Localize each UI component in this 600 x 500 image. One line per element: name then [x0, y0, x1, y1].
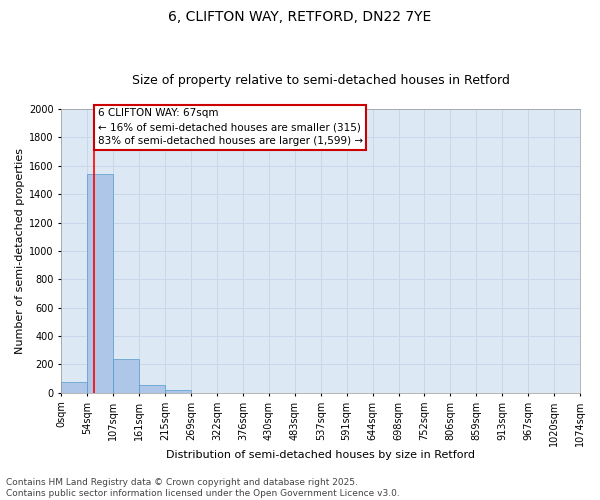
Text: Contains HM Land Registry data © Crown copyright and database right 2025.
Contai: Contains HM Land Registry data © Crown c… — [6, 478, 400, 498]
Bar — [113, 359, 139, 393]
Bar — [139, 385, 165, 393]
Text: 6, CLIFTON WAY, RETFORD, DN22 7YE: 6, CLIFTON WAY, RETFORD, DN22 7YE — [169, 10, 431, 24]
Bar — [61, 382, 88, 393]
Text: 6 CLIFTON WAY: 67sqm
← 16% of semi-detached houses are smaller (315)
83% of semi: 6 CLIFTON WAY: 67sqm ← 16% of semi-detac… — [98, 108, 362, 146]
X-axis label: Distribution of semi-detached houses by size in Retford: Distribution of semi-detached houses by … — [166, 450, 475, 460]
Bar — [165, 390, 191, 393]
Title: Size of property relative to semi-detached houses in Retford: Size of property relative to semi-detach… — [132, 74, 509, 87]
Y-axis label: Number of semi-detached properties: Number of semi-detached properties — [15, 148, 25, 354]
Bar — [88, 174, 113, 393]
